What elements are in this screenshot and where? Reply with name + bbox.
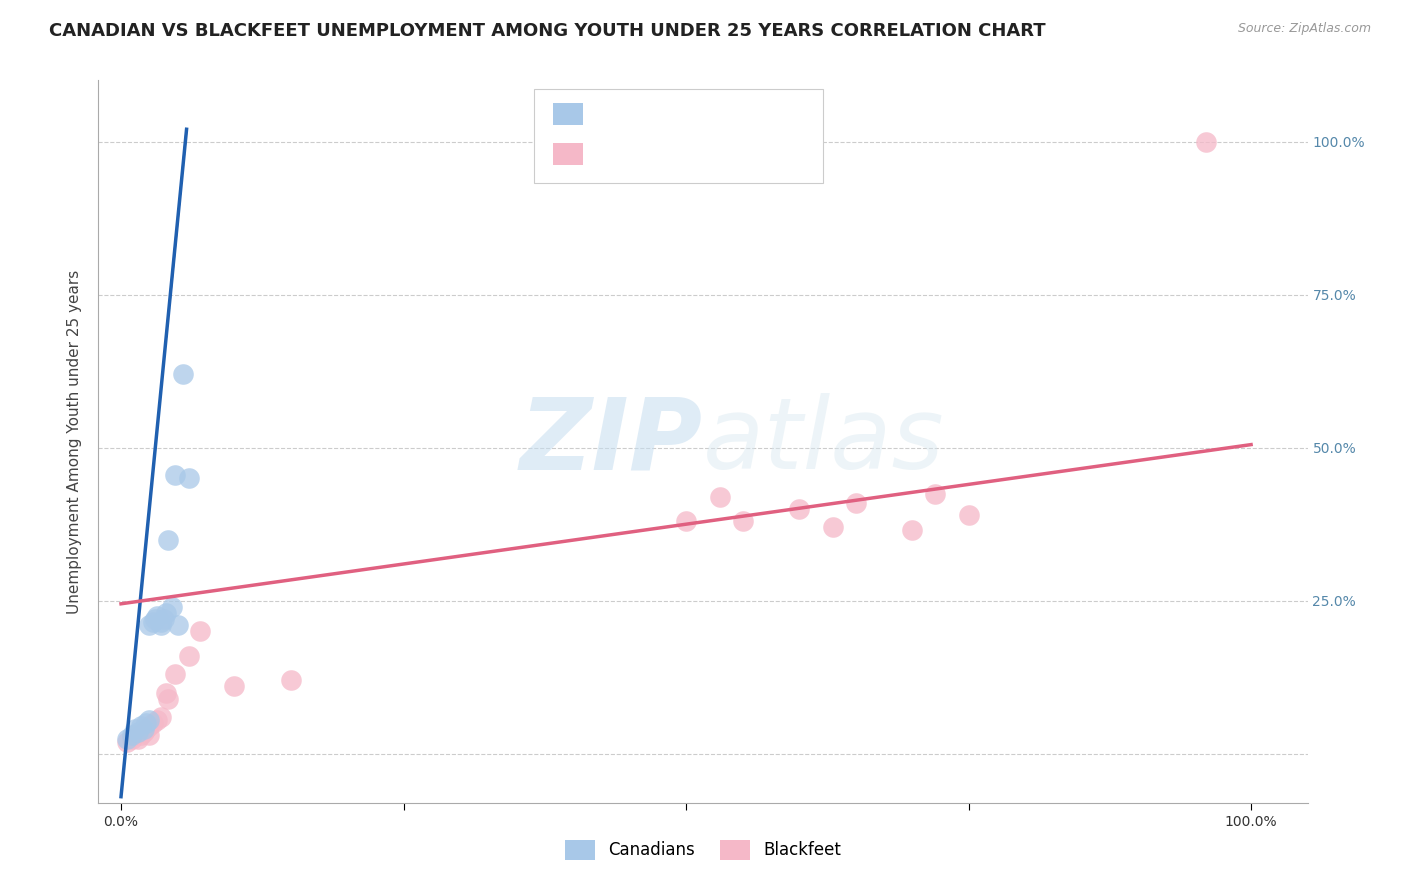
Point [143,612,166,626]
Point [135,716,157,731]
Point [146,609,169,624]
Point [157,691,180,706]
Point [131,719,153,733]
Point [146,713,169,727]
Point [709,490,731,504]
Point [115,734,138,748]
Point [166,618,188,632]
Point [155,685,177,699]
Legend: Canadians, Blackfeet: Canadians, Blackfeet [558,833,848,867]
Point [901,524,924,538]
Point [132,723,155,737]
Point [1195,135,1218,149]
Text: R = 0.813   N = 22: R = 0.813 N = 22 [595,105,779,123]
Point [155,606,177,620]
Point [121,728,143,742]
Point [127,725,149,739]
Point [280,673,302,688]
Point [222,680,245,694]
Point [845,496,868,510]
Point [172,367,194,381]
Point [142,716,165,731]
Point [149,710,172,724]
Point [787,502,810,516]
Point [149,618,172,632]
Point [177,471,200,485]
Point [675,514,697,528]
Point [153,612,176,626]
Point [177,648,200,663]
Point [115,731,138,746]
Point [127,731,149,746]
Text: Source: ZipAtlas.com: Source: ZipAtlas.com [1237,22,1371,36]
Point [124,728,146,742]
Text: R = 0.285   N = 29: R = 0.285 N = 29 [595,145,779,163]
Point [165,468,187,483]
Point [131,728,153,742]
Text: ZIP: ZIP [520,393,703,490]
Point [135,723,157,737]
Point [731,514,754,528]
Point [138,719,160,733]
Point [821,520,844,534]
Point [138,618,160,632]
Point [188,624,211,639]
Point [165,667,187,681]
Point [160,599,183,614]
Point [138,728,160,742]
Text: atlas: atlas [703,393,945,490]
Point [924,486,946,500]
Point [121,731,143,746]
Y-axis label: Unemployment Among Youth under 25 years: Unemployment Among Youth under 25 years [67,269,83,614]
Point [149,615,172,630]
Point [124,723,146,737]
Point [142,615,165,630]
Point [132,725,155,739]
Point [157,533,180,547]
Text: CANADIAN VS BLACKFEET UNEMPLOYMENT AMONG YOUTH UNDER 25 YEARS CORRELATION CHART: CANADIAN VS BLACKFEET UNEMPLOYMENT AMONG… [49,22,1046,40]
Point [957,508,980,522]
Point [138,713,160,727]
